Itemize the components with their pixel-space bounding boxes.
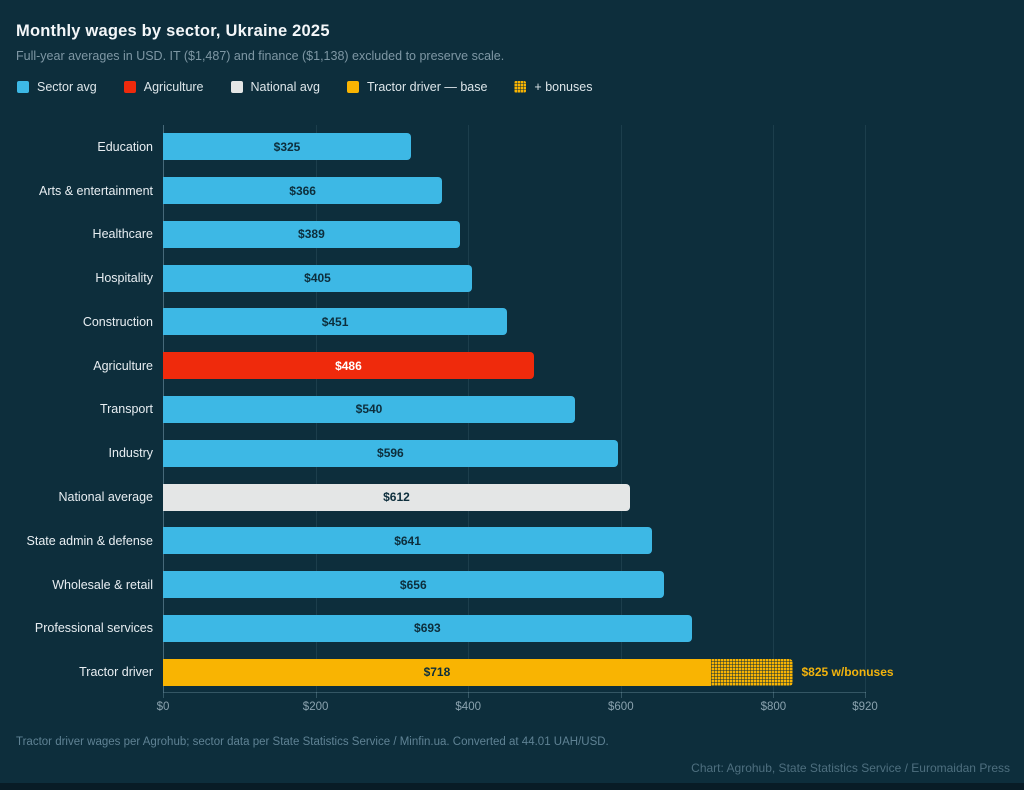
bar-value-label: $540	[355, 402, 383, 417]
axis-tick	[773, 692, 775, 698]
bar-value-label: $596	[377, 446, 404, 461]
legend-label: National avg	[250, 80, 321, 94]
x-tick-label: $0	[156, 701, 170, 713]
category-label: Industry	[108, 446, 153, 461]
bar-bonus-hatched-segment	[710, 658, 793, 686]
bar-value-label: $325	[273, 139, 301, 154]
swatch-icon	[123, 81, 136, 93]
bar-row-agriculture: Agriculture $486	[0, 344, 1024, 388]
category-label: National average	[58, 490, 153, 505]
category-label: Healthcare	[92, 227, 153, 242]
legend-item-agriculture: Agriculture	[123, 80, 204, 94]
source-footnote: Tractor driver wages per Agrohub; sector…	[16, 736, 609, 748]
axis-tick	[620, 692, 622, 698]
bar-sector: $596	[163, 439, 618, 467]
category-label: Arts & entertainment	[39, 183, 153, 198]
bar-sector: $641	[163, 527, 653, 555]
axis-tick	[163, 692, 164, 698]
legend-label: Agriculture	[143, 80, 204, 94]
bonus-value-label: $825 w/bonuses	[801, 665, 894, 680]
axis-tick	[865, 692, 866, 698]
bar-sector: $405	[163, 264, 473, 292]
legend-item-sector: Sector avg	[17, 80, 97, 94]
bar-agriculture: $486	[163, 352, 534, 380]
category-label: Hospitality	[95, 271, 153, 286]
bar-row-arts-entertainment: Arts & entertainment $366	[0, 169, 1024, 213]
bar-tractor: $718	[163, 658, 711, 686]
bar-value-label: $451	[321, 314, 349, 329]
bar-value-label: $641	[394, 533, 421, 548]
category-label: Professional services	[34, 621, 153, 636]
bar-sector: $693	[163, 614, 692, 642]
x-tick-label: $600	[608, 701, 634, 713]
bar-sector: $540	[163, 395, 576, 423]
category-label: Wholesale & retail	[52, 577, 153, 592]
x-tick-label: $800	[760, 701, 787, 713]
bar-sector: $389	[163, 220, 460, 248]
bar-row-professional-services: Professional services $693	[0, 606, 1024, 650]
bar-value-label: $405	[304, 271, 331, 286]
category-label: Transport	[99, 402, 153, 417]
legend-item-tractor: Tractor driver — base	[347, 80, 487, 94]
bar-value-label: $612	[383, 490, 410, 505]
bar-value-label: $718	[423, 665, 451, 680]
bottom-edge-strip	[0, 783, 1024, 790]
legend-item-national: National avg	[230, 80, 321, 94]
bar-sector: $656	[163, 571, 664, 599]
swatch-icon	[17, 81, 29, 93]
legend-label: Tractor driver — base	[367, 80, 488, 94]
legend-label: Sector avg	[37, 80, 97, 94]
category-label: Construction	[82, 314, 153, 329]
bar-national: $612	[163, 483, 630, 511]
category-label: Agriculture	[93, 358, 153, 373]
bar-row-wholesale-retail: Wholesale & retail $656	[0, 563, 1024, 607]
bar-row-hospitality: Hospitality $405	[0, 256, 1024, 300]
x-tick-label: $920	[852, 701, 878, 713]
x-tick-label: $400	[455, 701, 481, 713]
bar-row-construction: Construction $451	[0, 300, 1024, 344]
bar-sector: $325	[163, 133, 411, 161]
bar-row-national-average: National average $612	[0, 475, 1024, 519]
swatch-icon	[230, 81, 243, 93]
legend: Sector avg Agriculture National avg Tractor…	[17, 80, 592, 94]
x-tick-label: $200	[302, 701, 329, 713]
bar-sector: $366	[163, 177, 443, 205]
bar-row-healthcare: Healthcare $389	[0, 213, 1024, 257]
x-axis-line	[163, 692, 866, 693]
axis-tick	[468, 692, 470, 698]
bar-row-transport: Transport $540	[0, 388, 1024, 432]
bar-value-label: $693	[414, 621, 441, 636]
chart-subtitle: Full-year averages in USD. IT ($1,487) a…	[16, 49, 505, 63]
legend-label: + bonuses	[534, 80, 593, 94]
category-label: Tractor driver	[79, 665, 153, 680]
category-label: State admin & defense	[26, 533, 153, 548]
bar-row-tractor-driver: Tractor driver $718 $825 w/bonuses	[0, 650, 1024, 694]
hatched-swatch-icon	[514, 81, 527, 93]
gridline	[773, 125, 775, 692]
bar-value-label: $656	[399, 577, 427, 592]
bar-row-education: Education $325	[0, 125, 1024, 169]
chart-credit: Chart: Agrohub, State Statistics Service…	[691, 761, 1010, 775]
category-label: Education	[97, 139, 153, 154]
axis-tick	[315, 692, 317, 698]
bar-sector: $451	[163, 308, 508, 336]
bar-value-label: $366	[289, 183, 316, 198]
gridline	[620, 125, 622, 692]
bar-row-state-admin-defense: State admin & defense $641	[0, 519, 1024, 563]
bar-value-label: $486	[335, 358, 362, 373]
bar-value-label: $389	[298, 227, 325, 242]
gridline	[865, 125, 866, 692]
legend-item-bonus-hatch: + bonuses	[514, 80, 592, 94]
swatch-icon	[347, 81, 360, 93]
bar-row-industry: Industry $596	[0, 431, 1024, 475]
page-title: Monthly wages by sector, Ukraine 2025	[16, 22, 330, 40]
